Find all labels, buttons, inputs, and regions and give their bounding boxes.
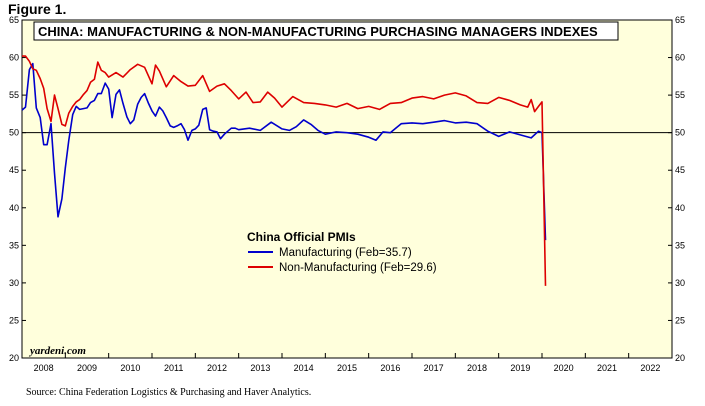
x-tick-label: 2020 [554,363,574,373]
brand-watermark: yardeni.com [28,345,86,357]
plot-area [21,19,673,359]
y-tick-label-right: 45 [675,165,685,175]
y-tick-label-left: 25 [9,315,19,325]
y-tick-label-right: 30 [675,278,685,288]
y-tick-label-left: 20 [9,353,19,363]
y-tick-label-right: 20 [675,353,685,363]
x-tick-label: 2016 [380,363,400,373]
x-tick-label: 2018 [467,363,487,373]
y-tick-label-right: 60 [675,53,685,63]
y-tick-label-left: 55 [9,90,19,100]
x-tick-label: 2013 [250,363,270,373]
y-axis-ticks: 20 20 25 25 30 30 35 35 40 40 45 45 50 50 55 55 60 60 65 65 [9,15,685,363]
x-tick-label: 2014 [294,363,314,373]
y-tick-label-right: 40 [675,203,685,213]
y-tick-label-left: 45 [9,165,19,175]
x-tick-label: 2019 [510,363,530,373]
legend: China Official PMIs Manufacturing (Feb=3… [247,230,437,274]
y-tick-label-right: 25 [675,315,685,325]
legend-label-non-manufacturing: Non-Manufacturing (Feb=29.6) [279,262,437,274]
x-tick-label: 2012 [207,363,227,373]
title-box [33,21,619,41]
legend-title: China Official PMIs [247,230,356,244]
y-tick-label-left: 40 [9,203,19,213]
manufacturing-series-line [21,62,547,241]
x-tick-label: 2011 [164,363,183,373]
legend-label-manufacturing: Manufacturing (Feb=35.7) [279,247,412,259]
chart-title: CHINA: MANUFACTURING & NON-MANUFACTURING… [38,24,598,39]
x-tick-label: 2022 [640,363,660,373]
y-tick-label-left: 30 [9,278,19,288]
y-tick-label-left: 60 [9,53,19,63]
y-tick-label-left: 35 [9,240,19,250]
source-note: Source: China Federation Logistics & Pur… [26,387,312,398]
x-tick-label: 2009 [77,363,97,373]
non-manufacturing-series-line [22,55,547,286]
y-tick-label-right: 50 [675,128,685,138]
x-tick-label: 2021 [597,363,617,373]
y-tick-label-right: 55 [675,90,685,100]
series-lines [21,55,547,286]
x-tick-label: 2010 [120,363,140,373]
x-tick-label: 2017 [424,363,444,373]
y-tick-label-left: 65 [9,15,19,25]
y-tick-label-right: 35 [675,240,685,250]
x-tick-label: 2008 [34,363,54,373]
x-axis-ticks: 2008 2009 2010 2011 2012 2013 2014 2015 2016 2017… [21,353,673,373]
figure-label: Figure 1. [8,1,67,17]
y-tick-label-left: 50 [9,128,19,138]
y-tick-label-right: 65 [675,15,685,25]
x-tick-label: 2015 [337,363,357,373]
